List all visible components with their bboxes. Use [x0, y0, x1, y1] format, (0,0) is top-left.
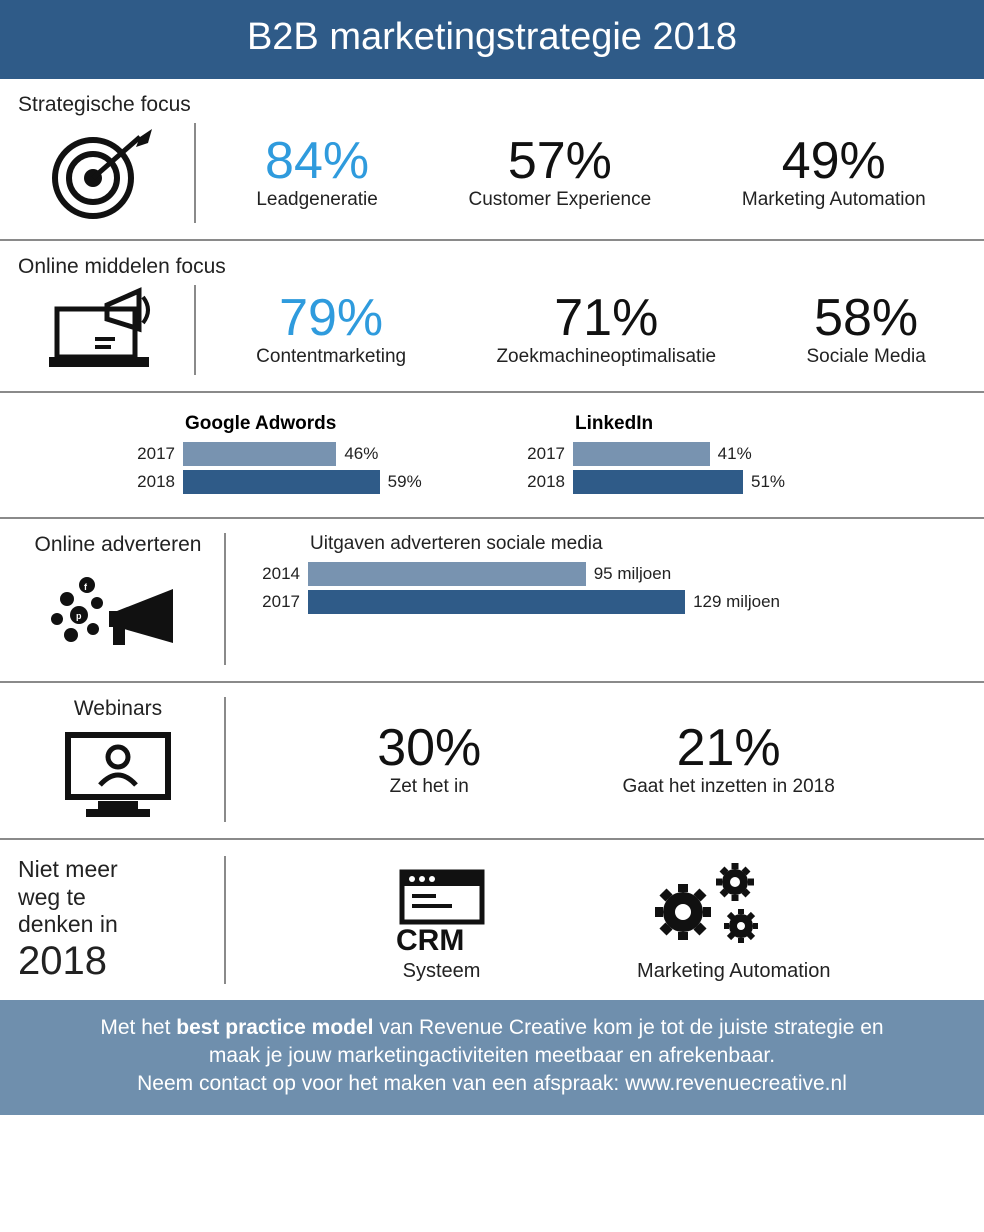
stat-label: Customer Experience [469, 189, 652, 211]
stat-value: 49% [742, 135, 926, 187]
svg-text:CRM: CRM [396, 924, 464, 956]
stat-label: Zet het in [377, 776, 481, 798]
megaphone-social-icon: f p [18, 565, 218, 665]
bottom-label: Niet meer weg te denken in [18, 856, 218, 939]
chart-title: Uitgaven adverteren sociale media [310, 533, 966, 555]
bottom-item-caption: Marketing Automation [637, 960, 830, 983]
stat-label: Gaat het inzetten in 2018 [622, 776, 834, 798]
chart-google-adwords: Google Adwords 2017 46% 2018 59% [127, 413, 467, 497]
section-title: Online adverteren [18, 533, 218, 557]
bar-row: 2018 59% [127, 469, 467, 495]
stat-value: 57% [469, 135, 652, 187]
section-title: Webinars [18, 697, 218, 721]
target-arrow-icon [18, 123, 188, 223]
crm-system-icon: CRM [382, 866, 502, 956]
stat-value: 30% [377, 722, 481, 774]
stat-value: 21% [622, 722, 834, 774]
bar-value: 95 miljoen [594, 564, 672, 584]
bar-year: 2018 [127, 472, 183, 492]
bottom-item-caption: Systeem [382, 960, 502, 983]
stat-gaat-inzetten: 21% Gaat het inzetten in 2018 [622, 722, 834, 798]
bar [308, 590, 685, 614]
stat-label: Sociale Media [806, 346, 925, 368]
bar [573, 442, 710, 466]
section-online-focus: Online middelen focus 79% Contentmarketi… [0, 241, 984, 393]
stat-label: Contentmarketing [256, 346, 406, 368]
bar-value: 46% [344, 444, 378, 464]
stat-label: Marketing Automation [742, 189, 926, 211]
stat-seo: 71% Zoekmachineoptimalisatie [496, 292, 716, 368]
stat-contentmarketing: 79% Contentmarketing [256, 292, 406, 368]
section-strategic-focus: Strategische focus 84% Leadgeneratie 57%… [0, 79, 984, 241]
stat-label: Zoekmachineoptimalisatie [496, 346, 716, 368]
bar-value: 129 miljoen [693, 592, 780, 612]
bottom-item-crm: CRM Systeem [382, 866, 502, 983]
section-online-adverteren: Online adverteren f p [0, 519, 984, 683]
stat-customer-experience: 57% Customer Experience [469, 135, 652, 211]
webinar-screen-icon [18, 727, 218, 822]
laptop-megaphone-icon [18, 285, 188, 375]
stat-value: 58% [806, 292, 925, 344]
bar [573, 470, 743, 494]
page-title: B2B marketingstrategie 2018 [0, 0, 984, 79]
bottom-item-automation: Marketing Automation [637, 856, 830, 983]
bar-year: 2017 [517, 444, 573, 464]
bottom-year: 2018 [18, 939, 218, 984]
stat-value: 84% [256, 135, 378, 187]
footer-line2: maak je jouw marketingactiviteiten meetb… [209, 1044, 775, 1067]
section-bar-charts: Google Adwords 2017 46% 2018 59% LinkedIn 2… [0, 393, 984, 519]
footer-line1: Met het best practice model van Revenue … [100, 1016, 883, 1039]
stat-zet-het-in: 30% Zet het in [377, 722, 481, 798]
bar [183, 442, 336, 466]
bar-row: 2017 129 miljoen [246, 589, 966, 615]
bar-year: 2014 [246, 564, 308, 584]
stat-leadgeneratie: 84% Leadgeneratie [256, 135, 378, 211]
stat-social-media: 58% Sociale Media [806, 292, 925, 368]
section-title: Strategische focus [18, 93, 966, 117]
footer-line3: Neem contact op voor het maken van een a… [137, 1072, 847, 1095]
section-niet-meer-weg: Niet meer weg te denken in 2018 CRM Syst… [0, 840, 984, 1000]
footer: Met het best practice model van Revenue … [0, 1000, 984, 1115]
bar-year: 2018 [517, 472, 573, 492]
svg-text:p: p [76, 611, 82, 621]
stat-value: 71% [496, 292, 716, 344]
bar-row: 2017 46% [127, 441, 467, 467]
bar-year: 2017 [246, 592, 308, 612]
stat-label: Leadgeneratie [256, 189, 378, 211]
bar-value: 41% [718, 444, 752, 464]
section-webinars: Webinars 30% Zet het in 21% Gaat het inz… [0, 683, 984, 840]
section-title: Online middelen focus [18, 255, 966, 279]
chart-title: Google Adwords [185, 413, 467, 435]
bar-year: 2017 [127, 444, 183, 464]
gears-icon [637, 856, 830, 956]
chart-linkedin: LinkedIn 2017 41% 2018 51% [517, 413, 857, 497]
bar-row: 2018 51% [517, 469, 857, 495]
bar [183, 470, 380, 494]
stat-marketing-automation: 49% Marketing Automation [742, 135, 926, 211]
stat-value: 79% [256, 292, 406, 344]
chart-title: LinkedIn [575, 413, 857, 435]
bar-row: 2014 95 miljoen [246, 561, 966, 587]
bar-row: 2017 41% [517, 441, 857, 467]
bar-value: 59% [388, 472, 422, 492]
bar-value: 51% [751, 472, 785, 492]
bar [308, 562, 586, 586]
